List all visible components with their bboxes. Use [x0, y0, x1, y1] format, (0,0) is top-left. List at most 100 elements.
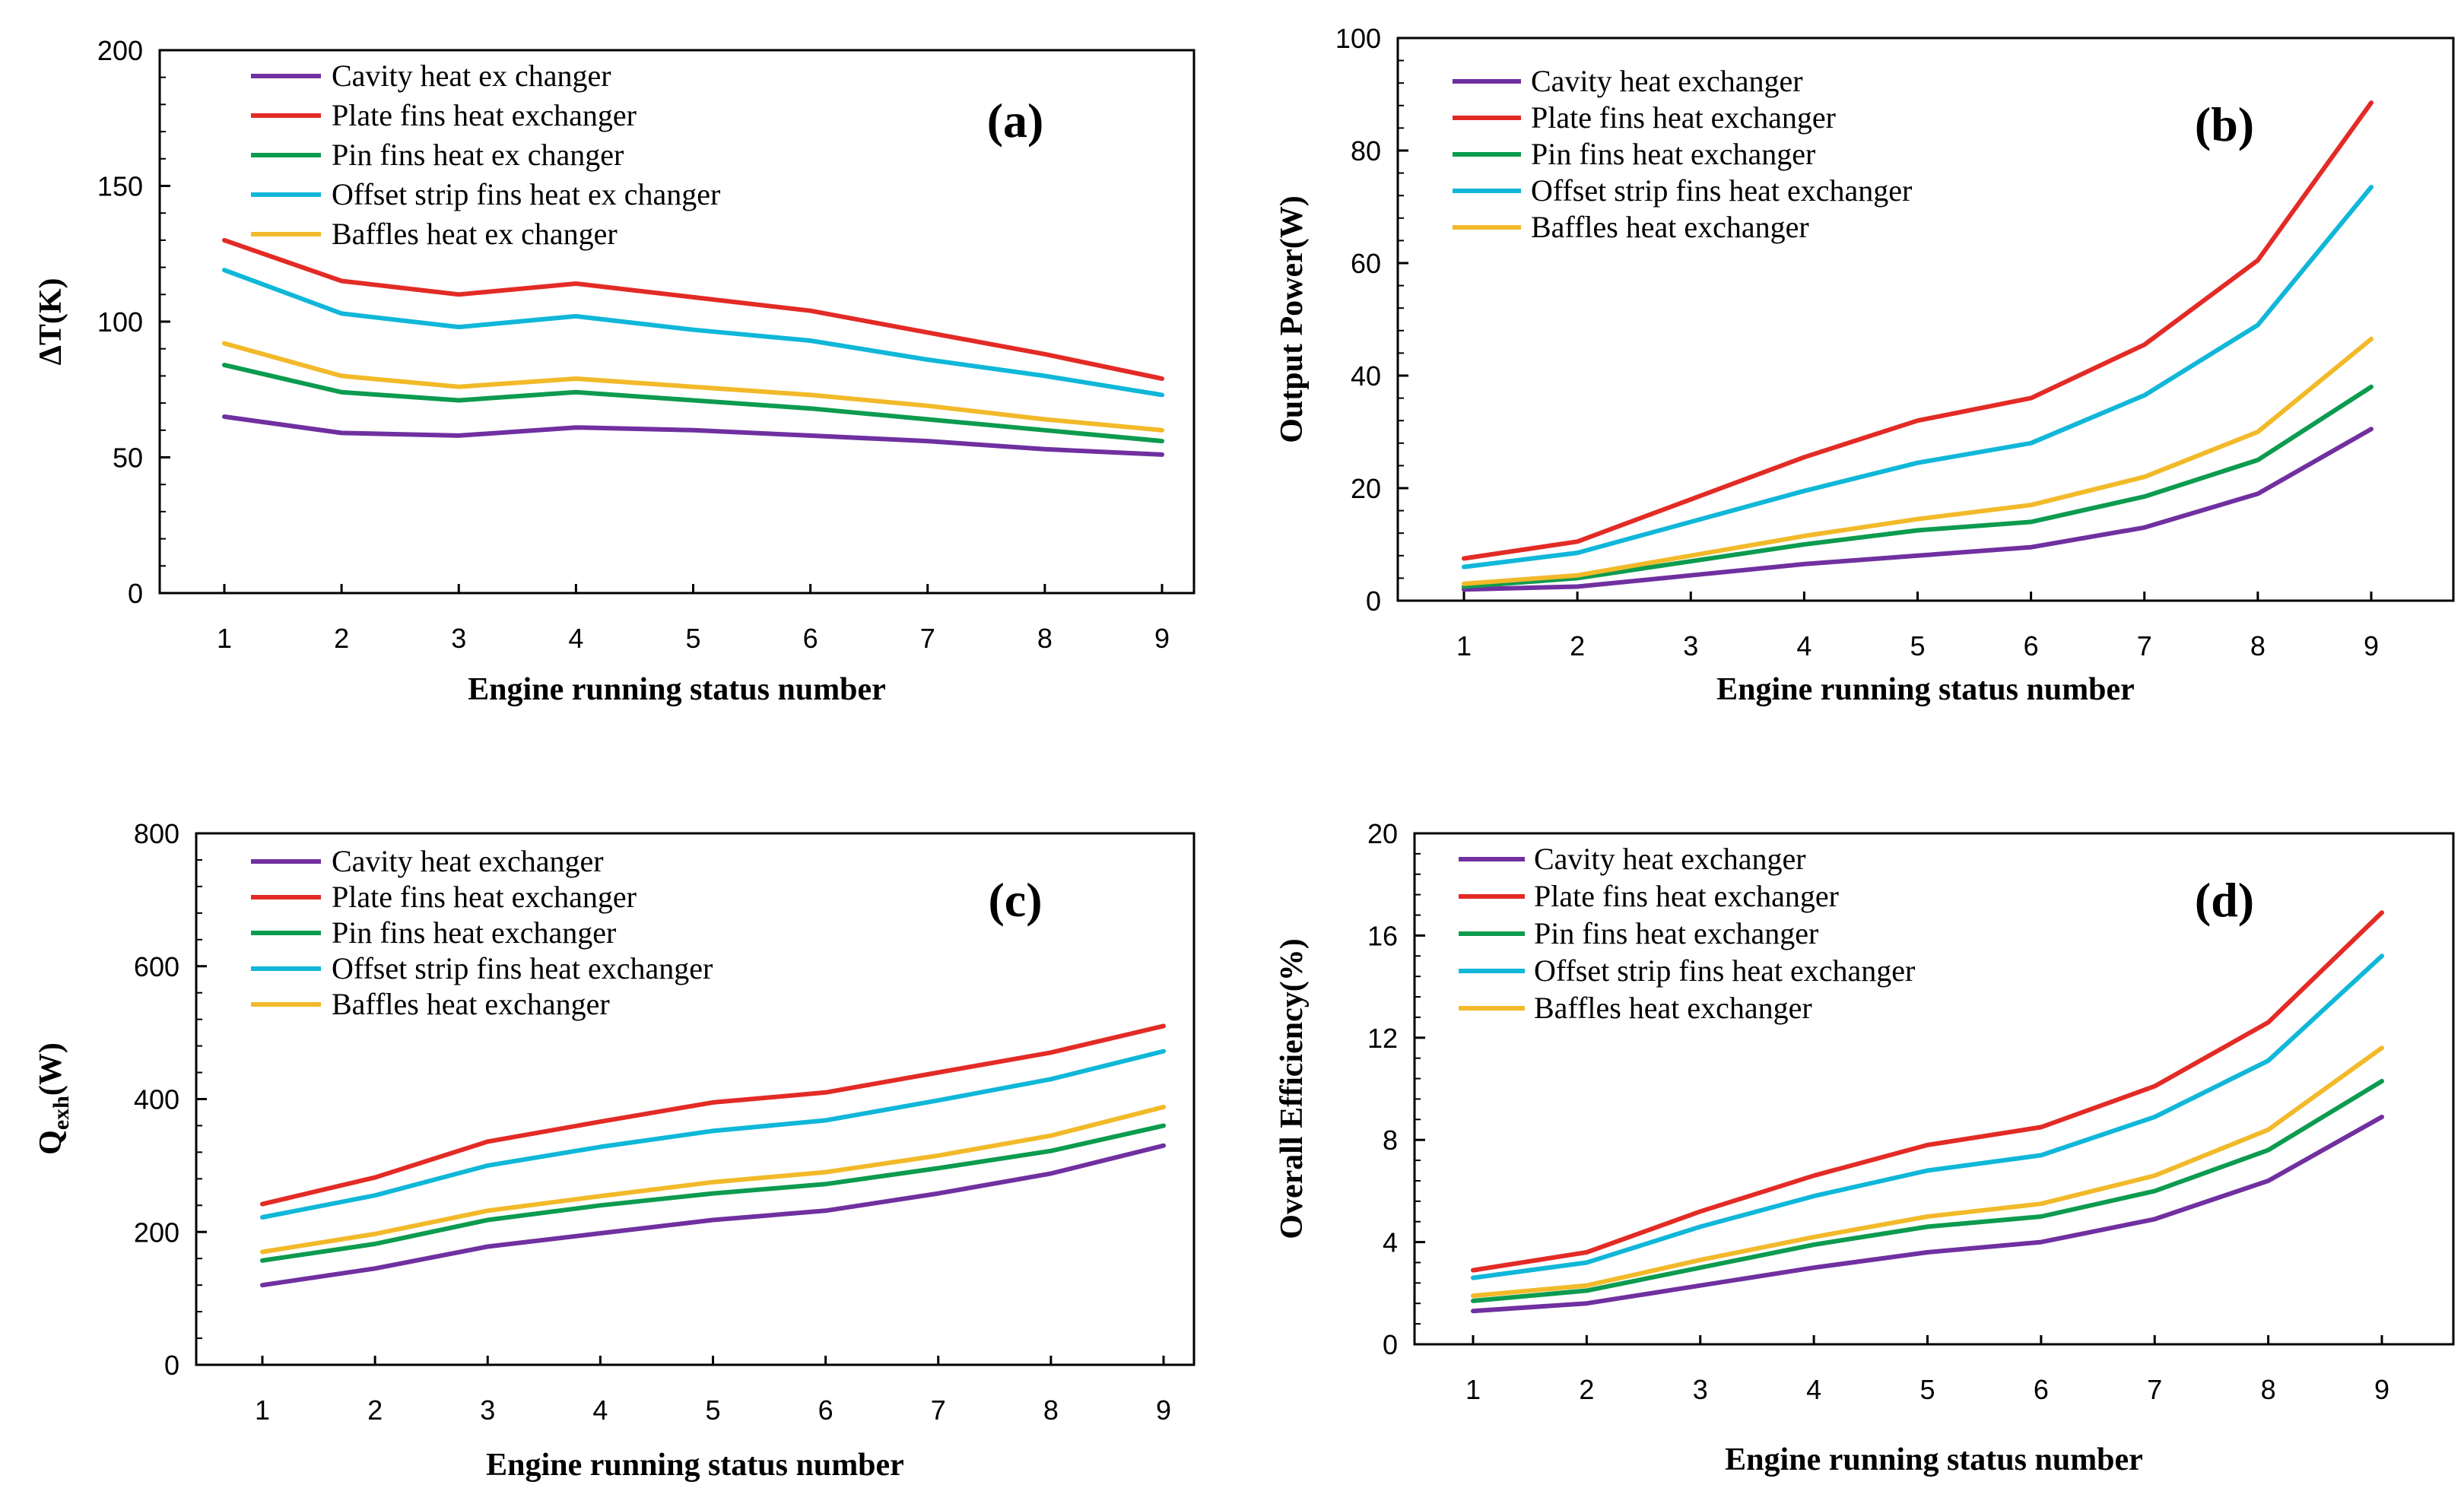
legend-label-d-2: Plate fins heat exchanger — [1534, 879, 1839, 913]
series-line-a-2 — [222, 237, 1164, 381]
y-tick-label-b: 100 — [1335, 23, 1381, 54]
y-axis-title-c: Qexh(W) — [33, 1042, 74, 1155]
x-tick-label-c: 8 — [1043, 1394, 1059, 1426]
series-line-d-1 — [1471, 1115, 2384, 1314]
legend-label-b-1: Cavity heat exchanger — [1531, 64, 1803, 98]
legend-label-c-4: Offset strip fins heat exchanger — [332, 951, 713, 985]
y-tick-label-d: 0 — [1383, 1329, 1398, 1360]
series-line-d-5 — [1471, 1045, 2384, 1299]
y-axis-title-d: Overall Efficiency(%) — [1275, 938, 1310, 1239]
x-tick-label-b: 8 — [2250, 630, 2266, 661]
series-line-c-4 — [260, 1049, 1166, 1220]
y-tick-label-c: 600 — [134, 951, 179, 982]
x-tick-label-c: 3 — [480, 1394, 495, 1426]
chart-panel-c: 0 200 400 600 800 1 2 3 4 5 6 7 8 9 Cavity heat exchan… — [33, 818, 1195, 1483]
x-tick-label-c: 1 — [255, 1394, 270, 1426]
y-tick-label-a: 0 — [128, 578, 143, 609]
legend-label-c-3: Pin fins heat exchanger — [332, 915, 616, 950]
y-axis-title-b: Output Power(W) — [1275, 195, 1310, 443]
x-tick-label-b: 3 — [1683, 630, 1698, 661]
y-tick-label-c: 800 — [134, 818, 179, 849]
x-tick-label-b: 2 — [1570, 630, 1585, 661]
x-tick-label-a: 8 — [1037, 623, 1053, 654]
legend-label-b-2: Plate fins heat exchanger — [1531, 100, 1836, 135]
series-line-c-1 — [260, 1143, 1166, 1288]
y-tick-label-b: 60 — [1351, 248, 1381, 279]
series-line-d-2 — [1471, 910, 2384, 1273]
series-line-c-5 — [260, 1105, 1166, 1255]
legend-label-c-5: Baffles heat exchanger — [332, 987, 610, 1021]
y-tick-label-a: 150 — [97, 171, 143, 202]
legend-label-d-1: Cavity heat exchanger — [1534, 842, 1806, 876]
x-tick-label-d: 6 — [2034, 1374, 2049, 1405]
series-line-c-2 — [260, 1023, 1166, 1207]
y-tick-label-a: 50 — [113, 443, 143, 474]
y-axis-title-main: Q — [33, 1130, 68, 1155]
plot-frame-b — [1396, 36, 2455, 602]
x-tick-label-a: 7 — [920, 623, 935, 654]
y-tick-label-d: 4 — [1383, 1227, 1398, 1258]
chart-panel-a: 0 50 100 150 200 1 2 3 4 5 6 7 8 9 Cavity heat ex chan… — [33, 35, 1195, 707]
panel-label-d: (d) — [2195, 873, 2254, 927]
x-axis-title-c: Engine running status number — [486, 1448, 904, 1483]
series-line-b-3 — [1462, 384, 2374, 589]
series-line-c-3 — [260, 1123, 1166, 1263]
y-tick-label-a: 200 — [97, 35, 143, 66]
y-tick-label-c: 200 — [134, 1217, 179, 1248]
series-line-b-1 — [1462, 427, 2374, 592]
x-tick-label-a: 9 — [1154, 623, 1170, 654]
y-tick-label-d: 8 — [1383, 1125, 1398, 1156]
x-tick-label-d: 1 — [1465, 1374, 1481, 1405]
y-tick-label-d: 20 — [1367, 818, 1398, 849]
series-line-b-2 — [1462, 100, 2374, 561]
x-axis-title-d: Engine running status number — [1725, 1442, 2143, 1477]
y-axis-title-a: ΔT(K) — [33, 278, 68, 366]
x-tick-label-b: 1 — [1456, 630, 1472, 661]
y-tick-label-b: 80 — [1351, 135, 1381, 167]
panel-label-c: (c) — [988, 873, 1042, 927]
y-tick-label-b: 0 — [1366, 585, 1381, 617]
legend-label-c-1: Cavity heat exchanger — [332, 844, 604, 878]
y-tick-label-b: 40 — [1351, 360, 1381, 392]
y-tick-label-b: 20 — [1351, 473, 1381, 504]
legend-label-a-1: Cavity heat ex changer — [332, 59, 611, 93]
x-tick-label-c: 2 — [367, 1394, 383, 1426]
series-line-a-4 — [222, 268, 1164, 398]
series-line-b-4 — [1462, 185, 2374, 569]
legend-label-b-3: Pin fins heat exchanger — [1531, 137, 1815, 171]
x-tick-label-d: 4 — [1806, 1374, 1821, 1405]
x-tick-label-d: 2 — [1579, 1374, 1594, 1405]
legend-label-b-5: Baffles heat exchanger — [1531, 210, 1809, 244]
y-tick-label-c: 400 — [134, 1084, 179, 1115]
series-line-a-3 — [222, 363, 1164, 444]
panel-label-b: (b) — [2195, 97, 2254, 151]
y-axis-title-subscript: exh — [49, 1096, 74, 1130]
legend-label-d-3: Pin fins heat exchanger — [1534, 916, 1818, 950]
series-line-a-1 — [222, 414, 1164, 457]
x-tick-label-c: 7 — [931, 1394, 946, 1426]
x-tick-label-b: 9 — [2364, 630, 2379, 661]
x-axis-title-b: Engine running status number — [1716, 672, 2135, 707]
x-tick-label-d: 5 — [1919, 1374, 1935, 1405]
series-line-d-3 — [1471, 1078, 2384, 1303]
series-line-b-5 — [1462, 336, 2374, 586]
y-tick-label-d: 12 — [1367, 1023, 1398, 1054]
x-tick-label-d: 7 — [2147, 1374, 2162, 1405]
legend-label-a-4: Offset strip fins heat ex changer — [332, 177, 720, 211]
chart-panel-b: 0 20 40 60 80 100 1 2 3 4 5 6 7 8 9 Cavity heat exchang… — [1275, 23, 2455, 707]
x-tick-label-d: 8 — [2261, 1374, 2276, 1405]
y-tick-label-d: 16 — [1367, 920, 1398, 951]
x-tick-label-c: 9 — [1156, 1394, 1171, 1426]
x-tick-label-a: 3 — [451, 623, 466, 654]
legend-label-c-2: Plate fins heat exchanger — [332, 880, 637, 914]
series-line-d-4 — [1471, 953, 2384, 1280]
y-axis-title-unit: (W) — [33, 1042, 68, 1096]
x-tick-label-a: 1 — [217, 623, 232, 654]
x-tick-label-a: 4 — [568, 623, 583, 654]
x-tick-label-b: 7 — [2137, 630, 2152, 661]
legend-label-a-5: Baffles heat ex changer — [332, 217, 618, 251]
plot-frame-d — [1413, 832, 2455, 1346]
x-tick-label-c: 5 — [705, 1394, 720, 1426]
x-tick-label-b: 5 — [1910, 630, 1925, 661]
